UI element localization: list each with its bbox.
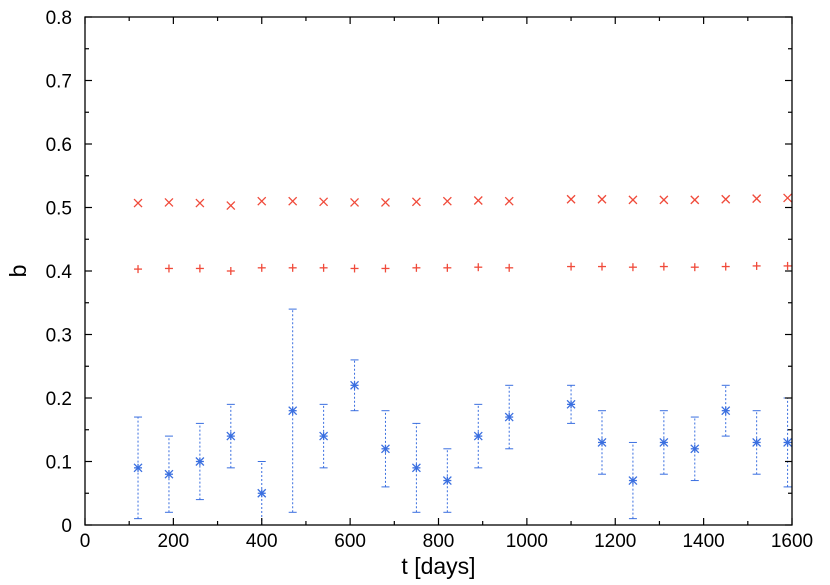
y-axis-title: b [5,265,31,278]
x-tick-label: 200 [158,531,190,552]
data-point [350,197,360,207]
data-point [226,431,236,441]
axis-ticks: 0 200 400 600 800 1000 1200 1400 1600 0 0.1 0.2 0.3 0… [46,8,814,552]
data-point [226,267,235,275]
y-tick-label: 0 [61,516,72,537]
data-point [319,197,329,207]
data-point [195,198,205,208]
data-point [412,263,421,272]
data-point [195,457,205,466]
data-point [566,399,576,409]
data-point [257,263,266,272]
x-tick-label: 1400 [682,531,724,552]
x-tick-label: 1600 [771,531,813,552]
data-point [597,262,606,271]
x-tick-label: 600 [334,531,366,552]
data-point [628,263,637,272]
data-point [597,437,607,447]
data-point [319,431,329,441]
data-point [164,264,173,273]
x-tick-label: 1000 [506,531,548,552]
y-tick-label: 0.8 [46,8,72,29]
x-tick-label: 800 [423,531,455,552]
x-tick-label: 1200 [594,531,636,552]
data-point [133,463,143,473]
y-tick-label: 0.5 [46,199,72,220]
data-point [597,194,607,204]
data-point [381,264,390,273]
data-point [288,196,298,206]
data-point [690,444,700,454]
plot-frame [84,16,793,526]
data-point [134,265,143,274]
plot-marks [133,193,793,526]
data-point [659,195,669,205]
data-point [257,196,267,206]
data-point [164,469,174,479]
data-point [443,263,452,272]
data-point [690,263,699,272]
data-point [226,201,236,211]
data-point [690,195,700,205]
y-tick-label: 0.4 [46,262,73,283]
data-point [473,196,483,205]
data-point [752,261,761,270]
data-point [504,412,514,422]
data-point [628,195,638,205]
series-1 [134,261,792,275]
series-0 [133,193,793,211]
x-tick-label: 400 [246,531,278,552]
y-tick-label: 0.1 [46,453,72,474]
y-tick-label: 0.7 [46,72,72,93]
data-point [783,193,793,203]
data-point [659,437,669,447]
data-point [752,437,762,447]
data-point [288,406,298,416]
data-point [381,197,390,207]
data-point [442,196,452,206]
x-axis-title: t [days] [401,553,475,579]
y-tick-label: 0.3 [46,326,72,347]
data-point [628,476,638,486]
data-point [474,263,483,272]
data-point [442,476,452,486]
data-point [257,488,267,498]
data-point [381,444,390,454]
data-point [411,197,421,207]
data-point [164,197,174,207]
data-point [567,262,576,271]
data-point [783,437,793,447]
data-point [133,198,143,208]
data-point [411,463,421,473]
data-point [319,263,328,272]
y-tick-label: 0.2 [46,389,72,410]
data-point [752,194,762,204]
data-point [288,263,297,272]
data-point [504,196,514,206]
y-tick-label: 0.6 [46,135,72,156]
data-point [195,264,204,273]
series-2 [133,308,793,526]
data-point [721,406,731,416]
x-tick-label: 0 [80,531,91,552]
data-point [721,262,730,271]
data-point [350,264,359,273]
data-point [721,194,731,204]
data-point [566,194,576,204]
data-point [783,261,792,270]
data-point [659,262,668,271]
data-point [350,380,360,390]
data-point [505,263,514,272]
data-point [473,431,483,441]
